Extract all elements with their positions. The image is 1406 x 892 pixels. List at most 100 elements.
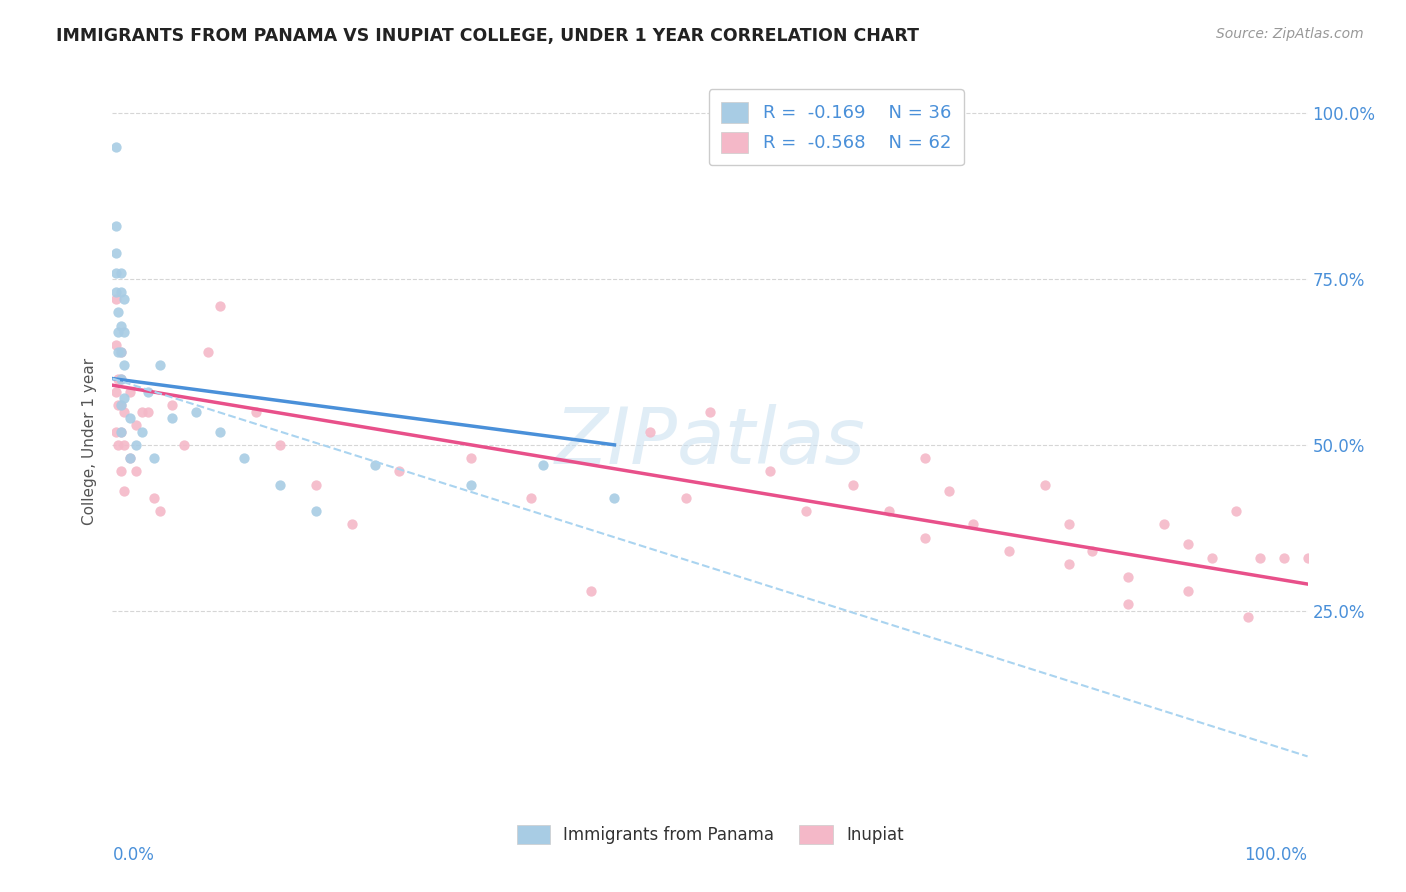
Point — [209, 299, 232, 313]
Point — [105, 425, 128, 439]
Point — [1249, 550, 1271, 565]
Point — [125, 438, 148, 452]
Point — [699, 405, 721, 419]
Point — [305, 477, 328, 491]
Point — [105, 384, 128, 399]
Point — [110, 464, 132, 478]
Point — [114, 392, 135, 406]
Point — [105, 285, 128, 300]
Point — [340, 517, 363, 532]
Point — [105, 266, 128, 280]
Point — [603, 491, 626, 505]
Point — [107, 438, 129, 452]
Point — [114, 325, 135, 339]
Text: IMMIGRANTS FROM PANAMA VS INUPIAT COLLEGE, UNDER 1 YEAR CORRELATION CHART: IMMIGRANTS FROM PANAMA VS INUPIAT COLLEG… — [56, 27, 920, 45]
Point — [114, 484, 135, 499]
Point — [173, 438, 195, 452]
Point — [675, 491, 697, 505]
Text: 0.0%: 0.0% — [112, 847, 155, 864]
Point — [305, 504, 328, 518]
Point — [114, 292, 135, 306]
Point — [531, 458, 554, 472]
Point — [110, 398, 132, 412]
Point — [1118, 597, 1140, 611]
Point — [114, 405, 135, 419]
Point — [120, 384, 142, 399]
Point — [125, 464, 148, 478]
Point — [107, 371, 129, 385]
Point — [1177, 537, 1199, 551]
Point — [233, 451, 256, 466]
Text: 100.0%: 100.0% — [1244, 847, 1308, 864]
Point — [107, 398, 129, 412]
Point — [149, 359, 172, 373]
Point — [1081, 544, 1104, 558]
Point — [186, 405, 208, 419]
Point — [110, 371, 132, 385]
Point — [114, 438, 135, 452]
Text: Source: ZipAtlas.com: Source: ZipAtlas.com — [1216, 27, 1364, 41]
Point — [138, 384, 160, 399]
Point — [162, 411, 183, 425]
Point — [110, 345, 132, 359]
Point — [110, 345, 132, 359]
Point — [1033, 477, 1056, 491]
Point — [197, 345, 219, 359]
Point — [364, 458, 387, 472]
Point — [1296, 550, 1319, 565]
Point — [914, 531, 936, 545]
Point — [131, 405, 153, 419]
Point — [879, 504, 901, 518]
Point — [105, 338, 128, 352]
Point — [110, 398, 132, 412]
Point — [110, 266, 132, 280]
Point — [269, 477, 291, 491]
Point — [110, 318, 132, 333]
Point — [245, 405, 267, 419]
Point — [460, 451, 482, 466]
Point — [998, 544, 1021, 558]
Point — [388, 464, 411, 478]
Point — [1177, 583, 1199, 598]
Point — [107, 325, 129, 339]
Point — [110, 285, 132, 300]
Point — [579, 583, 602, 598]
Point — [149, 504, 172, 518]
Point — [105, 219, 128, 233]
Point — [520, 491, 543, 505]
Point — [105, 292, 128, 306]
Point — [107, 345, 129, 359]
Point — [1272, 550, 1295, 565]
Point — [107, 305, 129, 319]
Point — [110, 425, 132, 439]
Point — [131, 425, 153, 439]
Point — [110, 371, 132, 385]
Point — [640, 425, 662, 439]
Point — [143, 451, 166, 466]
Point — [1153, 517, 1175, 532]
Point — [162, 398, 183, 412]
Point — [1201, 550, 1223, 565]
Point — [1225, 504, 1247, 518]
Point — [460, 477, 482, 491]
Point — [938, 484, 960, 499]
Point — [1237, 610, 1260, 624]
Point — [1057, 517, 1080, 532]
Point — [125, 417, 148, 432]
Point — [759, 464, 782, 478]
Text: ZIPatlas: ZIPatlas — [554, 403, 866, 480]
Point — [114, 359, 135, 373]
Point — [842, 477, 865, 491]
Point — [269, 438, 291, 452]
Point — [120, 451, 142, 466]
Point — [105, 245, 128, 260]
Point — [1118, 570, 1140, 584]
Y-axis label: College, Under 1 year: College, Under 1 year — [82, 358, 97, 525]
Point — [794, 504, 817, 518]
Point — [120, 411, 142, 425]
Legend: Immigrants from Panama, Inupiat: Immigrants from Panama, Inupiat — [508, 816, 912, 852]
Point — [962, 517, 984, 532]
Point — [105, 139, 128, 153]
Point — [1057, 557, 1080, 571]
Point — [143, 491, 166, 505]
